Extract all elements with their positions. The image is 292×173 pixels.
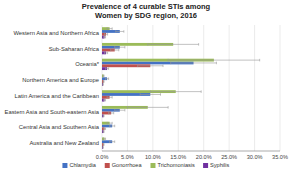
error-bar — [102, 83, 104, 86]
error-bar — [168, 59, 260, 62]
series — [102, 27, 260, 140]
error-bar — [109, 112, 114, 115]
bar — [102, 114, 104, 117]
error-bar — [148, 43, 199, 46]
legend-item: Syphilis — [203, 162, 229, 168]
error-bar — [140, 93, 160, 96]
legend-swatch — [203, 163, 208, 168]
error-bar — [104, 99, 106, 102]
x-tick-label: 10.0% — [145, 154, 161, 160]
series — [102, 36, 109, 149]
legend-label: Syphilis — [210, 162, 229, 168]
category-label: Oceania* — [75, 61, 100, 67]
x-tick-label: 35.0% — [272, 154, 288, 160]
bar — [102, 143, 104, 146]
error-bar — [111, 49, 119, 52]
category-label: Northern America and Europe — [22, 77, 99, 83]
x-tick-label: 25.0% — [221, 154, 237, 160]
error-bar — [138, 65, 163, 68]
category-label: Western Asia and Northern Africa — [13, 30, 99, 36]
legend-label: Chlamydia — [69, 162, 96, 168]
error-bar — [107, 27, 112, 30]
error-bar — [107, 96, 112, 99]
error-bar — [110, 125, 115, 128]
grid-line — [178, 25, 179, 151]
bars — [102, 27, 260, 149]
error-bar — [115, 46, 125, 49]
x-axis-line — [102, 151, 280, 152]
error-bar — [106, 67, 109, 70]
x-tick-label: 15.0% — [170, 154, 186, 160]
category-label: Central Asia and Southern Asia — [19, 124, 100, 130]
series — [102, 33, 163, 146]
chart: Prevalence of 4 curable STIs amongWomen … — [0, 0, 292, 173]
grid-line — [280, 25, 281, 151]
error-bar — [103, 75, 104, 78]
bar — [102, 83, 103, 86]
error-bar — [104, 128, 106, 131]
error-bar — [103, 115, 104, 118]
error-bar — [150, 90, 201, 93]
error-bar — [171, 62, 217, 65]
error-bar — [110, 140, 115, 143]
legend-swatch — [62, 163, 67, 168]
error-bar — [127, 106, 168, 109]
x-tick-label: 20.0% — [196, 154, 212, 160]
grid-line — [203, 25, 204, 151]
error-bar — [106, 77, 109, 80]
grid-line — [229, 25, 230, 151]
error-bar — [116, 30, 124, 33]
error-bar — [107, 122, 112, 125]
title: Prevalence of 4 curable STIs amongWomen … — [82, 2, 211, 20]
grid-line — [254, 25, 255, 151]
legend-swatch — [150, 163, 155, 168]
error-bar — [105, 33, 108, 36]
legend-label: Gonorrhoea — [112, 162, 143, 168]
legend: Chlamydia Gonorrhoea Trichomoniasis Syphili… — [62, 162, 229, 168]
legend-label: Trichomoniasis — [157, 162, 195, 168]
error-bar — [102, 146, 104, 149]
category-label: Sub-Saharan Africa — [49, 46, 100, 52]
x-tick-label: 30.0% — [247, 154, 263, 160]
bar — [102, 146, 103, 149]
title-line: Prevalence of 4 curable STIs among — [82, 2, 211, 11]
category-label: Eastern Asia and South-eastern Asia — [5, 109, 100, 115]
x-tick-label: 0.0% — [96, 154, 109, 160]
category-label: Australia and New Zealand — [29, 140, 99, 146]
error-bar — [103, 143, 104, 146]
grid — [102, 25, 280, 151]
legend-item: Chlamydia — [62, 162, 96, 168]
error-bar — [104, 36, 106, 39]
error-bar — [105, 52, 108, 55]
x-axis: 0.0% 5.0% 10.0% 15.0% 20.0% 25.0% 30.0% 35.0% — [96, 151, 288, 160]
series — [102, 30, 216, 143]
title-line: Women by SDG region, 2016 — [95, 11, 197, 20]
error-bar — [103, 80, 104, 83]
legend-item: Trichomoniasis — [150, 162, 195, 168]
error-bar — [103, 130, 104, 133]
bar — [102, 130, 104, 133]
legend-swatch — [105, 163, 110, 168]
page: {"chart_data": { "type": "bar", "orienta… — [0, 0, 292, 173]
error-bar — [115, 109, 125, 112]
bar — [102, 74, 104, 77]
x-tick-label: 5.0% — [121, 154, 134, 160]
bar — [102, 80, 104, 83]
category-label: Latin America and the Caribbean — [15, 93, 99, 99]
error-bar — [104, 138, 106, 141]
legend-item: Gonorrhoea — [105, 162, 143, 168]
